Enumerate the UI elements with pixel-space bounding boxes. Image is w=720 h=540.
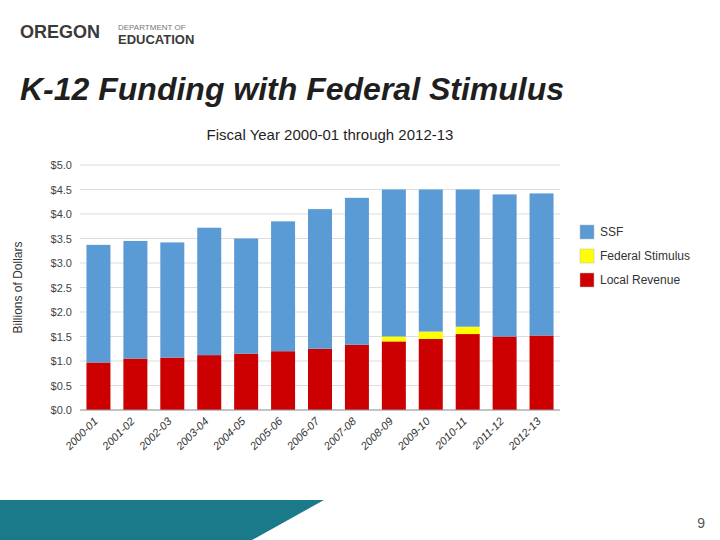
legend-label: Local Revenue: [600, 273, 680, 287]
grid-line: [80, 165, 560, 166]
legend-swatch: [580, 273, 594, 287]
chart-title: K-12 Funding with Federal Stimulus: [20, 71, 564, 107]
legend-label: SSF: [600, 225, 623, 239]
x-tick-label: 2000-01: [62, 415, 100, 453]
bar-segment: [530, 336, 554, 410]
bars: [86, 190, 553, 411]
chart-svg: OREGON DEPARTMENT OFEDUCATION 9 K-12 Fundin…: [0, 0, 720, 540]
y-axis-label: Billions of Dollars: [11, 241, 25, 333]
legend-swatch: [580, 225, 594, 239]
bar-segment: [123, 241, 147, 359]
bar-segment: [271, 351, 295, 410]
bar-segment: [530, 193, 554, 335]
page-number: 9: [697, 515, 705, 531]
y-grid: [80, 165, 560, 410]
grid-line: [80, 189, 560, 190]
y-tick-label: $1.5: [51, 331, 72, 343]
bar-segment: [493, 337, 517, 411]
x-tick-label: 2009-10: [394, 414, 432, 452]
y-tick-label: $0.5: [51, 380, 72, 392]
x-tick-label: 2003-04: [173, 415, 211, 453]
bar-segment: [234, 239, 258, 354]
y-tick-label: $0.0: [51, 404, 72, 416]
logo-text: DEPARTMENT OF: [118, 23, 186, 32]
bar-segment: [456, 190, 480, 327]
bar-segment: [419, 190, 443, 332]
bar-segment: [197, 355, 221, 410]
bar-segment: [493, 194, 517, 336]
bar-segment: [123, 359, 147, 410]
x-tick-label: 2001-02: [99, 415, 137, 453]
x-tick-label: 2010-11: [432, 415, 469, 452]
chart-container: OREGON DEPARTMENT OFEDUCATION 9 K-12 Fundin…: [0, 0, 720, 540]
bar-segment: [345, 345, 369, 410]
bar-segment: [456, 334, 480, 410]
bar-segment: [197, 228, 221, 355]
grid-line: [80, 410, 560, 411]
x-tick-label: 2007-08: [321, 414, 359, 452]
y-tick-label: $1.0: [51, 355, 72, 367]
legend-label: Federal Stimulus: [600, 249, 690, 263]
chart-subtitle: Fiscal Year 2000-01 through 2012-13: [207, 126, 454, 143]
bar-segment: [419, 332, 443, 339]
bar-segment: [86, 245, 110, 363]
bar-segment: [308, 209, 332, 349]
legend: SSF Federal Stimulus Local Revenue: [580, 225, 690, 287]
y-tick-label: $2.0: [51, 306, 72, 318]
bar-segment: [160, 358, 184, 410]
bar-segment: [382, 341, 406, 410]
bar-segment: [382, 190, 406, 337]
x-axis-line: [80, 410, 560, 411]
y-tick-label: $5.0: [51, 159, 72, 171]
y-tick-label: $4.0: [51, 208, 72, 220]
logo-text: OREGON: [20, 22, 100, 42]
y-tick-label: $3.5: [51, 233, 72, 245]
x-tick-label: 2008-09: [358, 415, 396, 453]
bar-segment: [308, 349, 332, 410]
bar-segment: [234, 354, 258, 410]
bar-segment: [160, 242, 184, 357]
legend-swatch: [580, 249, 594, 263]
x-tick-label: 2004-05: [210, 414, 248, 452]
footer-band: [0, 500, 324, 540]
x-tick-label: 2012-13: [505, 414, 543, 452]
y-tick-label: $3.0: [51, 257, 72, 269]
bar-segment: [86, 362, 110, 410]
bar-segment: [419, 339, 443, 410]
x-tick-label: 2002-03: [136, 414, 174, 452]
x-tick-label: 2011-12: [469, 415, 506, 452]
bar-segment: [382, 337, 406, 342]
y-tick-label: $4.5: [51, 184, 72, 196]
logo-text: EDUCATION: [118, 32, 194, 47]
y-tick-label: $2.5: [51, 282, 72, 294]
bar-segment: [271, 221, 295, 351]
x-tick-label: 2005-06: [247, 414, 285, 452]
x-tick-label: 2006-07: [284, 414, 322, 452]
bar-segment: [345, 198, 369, 345]
bar-segment: [456, 327, 480, 334]
